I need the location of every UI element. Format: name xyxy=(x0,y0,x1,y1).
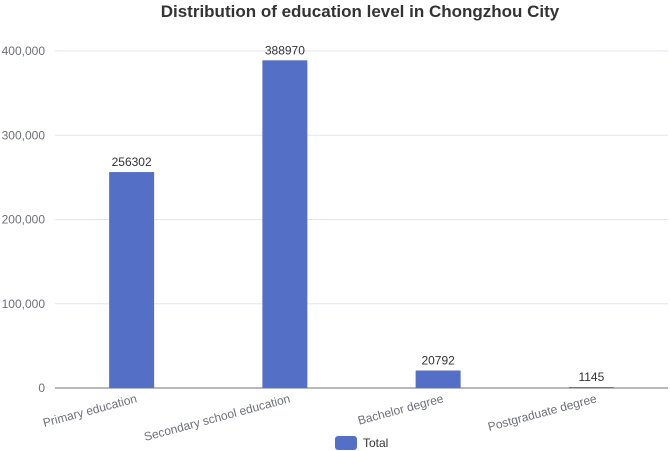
legend-swatch[interactable] xyxy=(335,436,357,450)
data-labels: 256302 388970 20792 1145 xyxy=(112,43,605,384)
x-axis: Primary education Secondary school educat… xyxy=(41,387,668,444)
bar[interactable] xyxy=(262,60,308,388)
legend-label[interactable]: Total xyxy=(363,436,388,450)
data-label: 20792 xyxy=(421,353,455,367)
y-axis: 0 100,000 200,000 300,000 400,000 xyxy=(2,44,46,395)
bar[interactable] xyxy=(109,172,155,388)
x-tick-label: Primary education xyxy=(41,391,138,430)
bars xyxy=(109,60,614,388)
data-label: 1145 xyxy=(578,370,604,384)
y-tick-label: 400,000 xyxy=(2,44,46,58)
data-label: 256302 xyxy=(112,155,152,169)
y-tick-label: 0 xyxy=(38,381,45,395)
data-label: 388970 xyxy=(265,43,305,57)
x-tick-label: Secondary school education xyxy=(142,391,291,444)
chart-title: Distribution of education level in Chong… xyxy=(161,2,560,21)
y-tick-label: 100,000 xyxy=(2,297,46,311)
x-tick-label: Bachelor degree xyxy=(356,391,445,427)
legend[interactable]: Total xyxy=(335,436,388,450)
gridlines xyxy=(55,50,668,305)
y-tick-label: 200,000 xyxy=(2,213,46,227)
y-tick-label: 300,000 xyxy=(2,128,46,142)
x-tick-label: Postgraduate degree xyxy=(486,391,598,434)
bar[interactable] xyxy=(415,370,461,388)
